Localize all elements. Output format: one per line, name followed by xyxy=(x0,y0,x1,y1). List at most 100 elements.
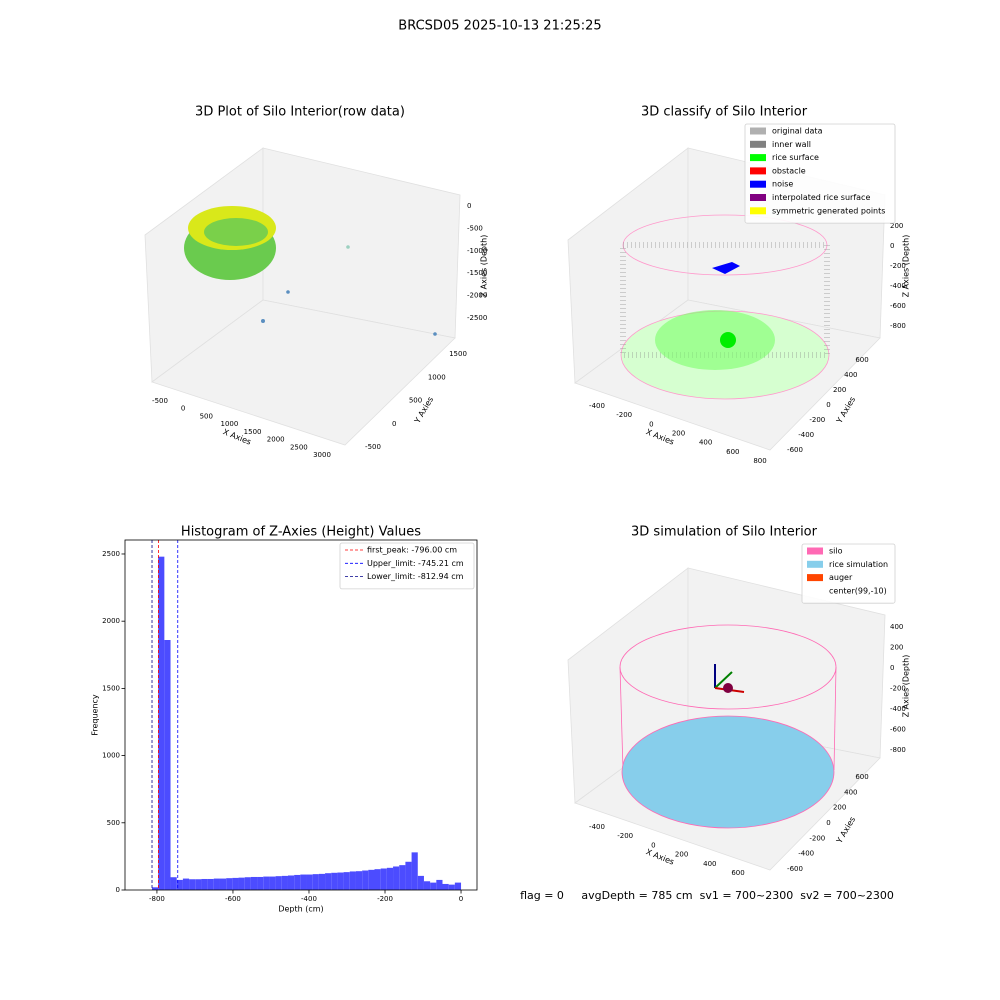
bar xyxy=(244,877,251,890)
legend-swatch xyxy=(807,560,823,568)
bar xyxy=(368,869,375,890)
bar xyxy=(430,882,437,890)
x-tick-label: 600 xyxy=(731,869,744,877)
bar xyxy=(318,873,326,890)
y-tick-label: 600 xyxy=(855,356,868,364)
bar xyxy=(325,873,332,890)
legend-swatch xyxy=(750,167,766,175)
z-tick-label: -2000 xyxy=(467,292,487,300)
x-tick-label: 200 xyxy=(672,430,685,438)
x-tick-label: 400 xyxy=(703,860,716,868)
bar xyxy=(386,867,394,890)
bar xyxy=(226,878,233,890)
chart-title: 3D simulation of Silo Interior xyxy=(631,525,818,540)
y-tick-label: 0 xyxy=(392,420,396,428)
z-axis-label: Z Axies (Depth) xyxy=(902,235,911,298)
bar xyxy=(281,875,288,890)
y-tick-label: -600 xyxy=(787,446,803,454)
y-tick-label: -200 xyxy=(809,834,825,842)
x-tick-label: 3000 xyxy=(313,451,331,459)
legend-label: original data xyxy=(772,127,823,136)
bar xyxy=(331,872,338,890)
z-tick-label: 0 xyxy=(890,242,894,250)
z-tick-label: -1500 xyxy=(467,269,487,277)
x-tick-label: 500 xyxy=(200,412,213,420)
x-tick-label: 200 xyxy=(675,851,688,859)
bar xyxy=(170,877,177,890)
x-tick-label: 1500 xyxy=(244,428,262,436)
x-tick-label: -800 xyxy=(149,895,165,903)
x-tick-label: -200 xyxy=(616,411,632,419)
x-tick-label: 1000 xyxy=(221,420,239,428)
x-tick-label: -200 xyxy=(617,832,633,840)
legend-label: Lower_limit: -812.94 cm xyxy=(367,572,464,581)
bar xyxy=(405,861,412,890)
bar xyxy=(195,879,202,890)
z-tick-label: 200 xyxy=(890,222,903,230)
x-tick-label: 800 xyxy=(753,457,766,465)
legend-swatch xyxy=(750,140,766,148)
footer-text: flag = 0 avgDepth = 785 cm sv1 = 700~230… xyxy=(520,889,894,902)
legend-label: silo xyxy=(829,547,843,556)
legend-label: rice simulation xyxy=(829,560,888,569)
x-tick-label: 600 xyxy=(726,448,739,456)
y-axis-label: Frequency xyxy=(91,694,100,736)
legend-swatch xyxy=(750,207,766,215)
y-tick-label: 1000 xyxy=(102,752,120,760)
z-tick-label: 0 xyxy=(467,202,471,210)
bar xyxy=(201,878,208,890)
bar xyxy=(442,883,449,890)
bar xyxy=(269,876,276,890)
bar xyxy=(423,881,431,890)
legend-swatch xyxy=(750,127,766,135)
z-tick-label: -2500 xyxy=(467,314,487,322)
y-tick-label: -500 xyxy=(365,443,381,451)
legend-label: first_peak: -796.00 cm xyxy=(367,546,457,555)
y-tick-label: 0 xyxy=(826,819,830,827)
bar xyxy=(213,878,220,890)
x-tick-label: 2000 xyxy=(267,436,285,444)
panel-3d-box xyxy=(144,147,461,446)
legend-label: Upper_limit: -745.21 cm xyxy=(367,559,464,568)
z-tick-label: -500 xyxy=(467,224,483,232)
z-tick-label: -200 xyxy=(890,262,906,270)
y-tick-label: 1500 xyxy=(449,350,467,358)
legend-swatch xyxy=(807,574,823,582)
legend-label: noise xyxy=(772,180,793,189)
bar xyxy=(275,876,282,890)
z-tick-label: -800 xyxy=(890,322,906,330)
legend-swatch xyxy=(807,587,823,595)
y-tick-label: 500 xyxy=(409,397,422,405)
bar xyxy=(448,884,455,890)
legend-label: auger xyxy=(829,573,853,582)
chart-title: Histogram of Z-Axies (Height) Values xyxy=(181,525,421,540)
plot-frame xyxy=(124,539,478,891)
legend-label: symmetric generated points xyxy=(772,206,885,215)
y-tick-label: 2000 xyxy=(102,617,120,625)
z-tick-label: 400 xyxy=(890,623,903,631)
x-axis-label: X Axies xyxy=(645,847,676,866)
z-axis-label: Z Axies (Depth) xyxy=(480,235,489,298)
legend-box xyxy=(339,542,475,590)
bar xyxy=(164,640,171,890)
bar xyxy=(454,882,462,890)
chart-title: 3D Plot of Silo Interior(row data) xyxy=(195,105,405,120)
x-tick-label: -400 xyxy=(589,402,605,410)
y-tick-label: 600 xyxy=(855,773,868,781)
bar xyxy=(399,865,406,890)
bar xyxy=(355,871,363,890)
y-tick-label: -400 xyxy=(798,431,814,439)
legend-label: center(99,-10) xyxy=(829,586,887,595)
figure-title: BRCSD05 2025-10-13 21:25:25 xyxy=(398,19,601,34)
bar xyxy=(300,874,307,890)
legend-swatch xyxy=(750,194,766,201)
z-tick-label: 200 xyxy=(890,644,903,652)
y-tick-label: -600 xyxy=(787,865,803,873)
bar xyxy=(374,869,381,890)
y-axis-label: Y Axies xyxy=(834,815,857,845)
bar xyxy=(158,556,165,890)
z-tick-label: -600 xyxy=(890,302,906,310)
x-tick-label: 0 xyxy=(649,420,653,428)
legend-box xyxy=(801,543,896,604)
y-tick-label: 500 xyxy=(107,819,120,827)
